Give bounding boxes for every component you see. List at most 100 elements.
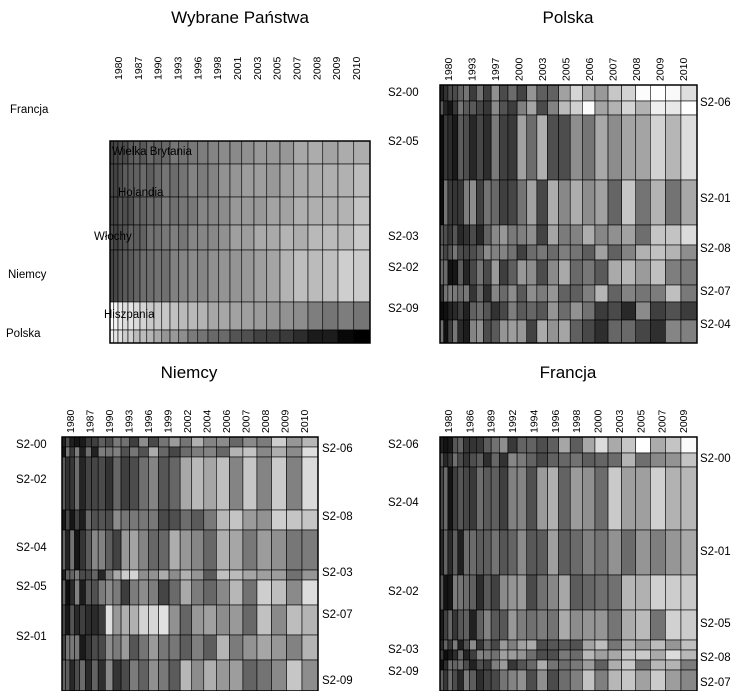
heatmap-cell: [547, 466, 559, 531]
year-tick-label: 1999: [163, 409, 175, 433]
heatmap-cell: [241, 301, 255, 331]
heatmap-cell: [649, 100, 666, 116]
heatmap-cell: [197, 196, 209, 226]
heatmap-cell: [127, 196, 135, 226]
heatmap-cell: [569, 301, 583, 321]
heatmap-cell: [69, 634, 75, 661]
heatmap-cell: [112, 634, 122, 661]
heatmap-cell: [447, 84, 453, 102]
heatmap-cell: [242, 456, 258, 511]
heatmap-cell: [457, 84, 464, 102]
heatmap-cell: [607, 436, 622, 454]
heatmap-cell: [507, 179, 518, 226]
heatmap-cell: [469, 649, 477, 661]
heatmap-cell: [547, 649, 559, 661]
heatmap-cell: [286, 634, 303, 661]
heatmap-cell: [594, 244, 609, 261]
heatmap-cell: [279, 140, 295, 165]
heatmap-cell: [105, 659, 114, 691]
heatmap-cell: [457, 301, 464, 321]
heatmap-cell: [547, 669, 559, 691]
heatmap-cell: [635, 452, 651, 468]
heatmap-cell: [536, 574, 548, 611]
heatmap-cell: [457, 669, 464, 691]
heatmap-cell: [179, 659, 193, 691]
heatmap-cell: [463, 100, 470, 116]
heatmap-cell: [594, 100, 609, 116]
heatmap-cell: [337, 163, 355, 198]
heatmap-cell: [112, 436, 122, 448]
heatmap-cell: [463, 649, 470, 661]
heatmap-cell: [69, 509, 75, 531]
year-tick-label: 1980: [65, 409, 77, 433]
heatmap-cell: [161, 224, 171, 251]
heatmap-cell: [569, 100, 583, 116]
heatmap-cell: [558, 529, 571, 576]
heatmap-cell: [665, 669, 682, 691]
heatmap-cell: [74, 569, 81, 581]
heatmap-cell: [179, 634, 193, 661]
heatmap-cell: [507, 574, 518, 611]
heatmap-cell: [483, 319, 492, 344]
heatmap-cell: [594, 649, 609, 661]
heatmap-cell: [526, 244, 538, 261]
panel-title: Wybrane Państwa: [171, 8, 309, 27]
heatmap-cell: [649, 669, 666, 691]
heatmap-cell: [148, 509, 159, 531]
heatmap-cell: [187, 224, 199, 251]
heatmap-cell: [139, 249, 148, 303]
heatmap-cell: [665, 659, 682, 671]
heatmap-cell: [649, 466, 666, 531]
heatmap-cell: [97, 634, 106, 661]
heatmap-cell: [558, 244, 571, 261]
heatmap-cell: [621, 114, 637, 181]
heatmap-cell: [120, 509, 131, 531]
heatmap-cell: [158, 456, 170, 511]
heatmap-cell: [271, 604, 287, 636]
heatmap-cell: [499, 100, 509, 116]
heatmap-cell: [483, 649, 492, 661]
heatmap-cell: [665, 84, 682, 102]
heatmap-cell: [69, 569, 75, 581]
heatmap-cell: [105, 446, 114, 458]
year-tick-label: 1980: [443, 57, 455, 81]
heatmap-cell: [582, 529, 596, 576]
heatmap-cell: [536, 301, 548, 321]
row-label-right: S2-07: [700, 677, 731, 689]
year-tick-label: 1987: [133, 56, 145, 80]
heatmap-cell: [635, 284, 651, 303]
year-tick-label: 2009: [655, 57, 667, 81]
heatmap-cell: [65, 529, 71, 571]
heatmap-cell: [547, 319, 559, 344]
heatmap-cell: [161, 329, 171, 344]
heatmap-cell: [680, 529, 698, 576]
heatmap-cell: [582, 452, 596, 468]
heatmap-cell: [547, 659, 559, 671]
heatmap-cell: [216, 569, 230, 581]
heatmap-cell: [91, 529, 99, 571]
heatmap-cell: [569, 669, 583, 691]
heatmap-cell: [447, 224, 453, 246]
heatmap-cell: [594, 669, 609, 691]
heatmap-cell: [203, 436, 217, 448]
row-label-right: S2-05: [700, 618, 731, 630]
heatmap-cell: [229, 659, 244, 691]
heatmap-cell: [179, 456, 193, 511]
heatmap-cell: [168, 604, 181, 636]
heatmap-cell: [457, 319, 464, 344]
heatmap-cell: [476, 114, 484, 181]
heatmap-cell: [649, 609, 666, 641]
heatmap-cell: [680, 100, 698, 116]
heatmap-cell: [452, 224, 459, 246]
heatmap-cell: [665, 574, 682, 611]
heatmap-cell: [499, 529, 509, 576]
heatmap-cell: [457, 574, 464, 611]
heatmap-cell: [569, 639, 583, 651]
heatmap-cell: [179, 529, 193, 571]
heatmap-cell: [443, 649, 449, 661]
heatmap-cell: [120, 436, 131, 448]
heatmap-cell: [187, 163, 199, 198]
year-tick-label: 1980: [443, 409, 455, 433]
heatmap-cell: [536, 609, 548, 641]
heatmap-cell: [483, 574, 492, 611]
